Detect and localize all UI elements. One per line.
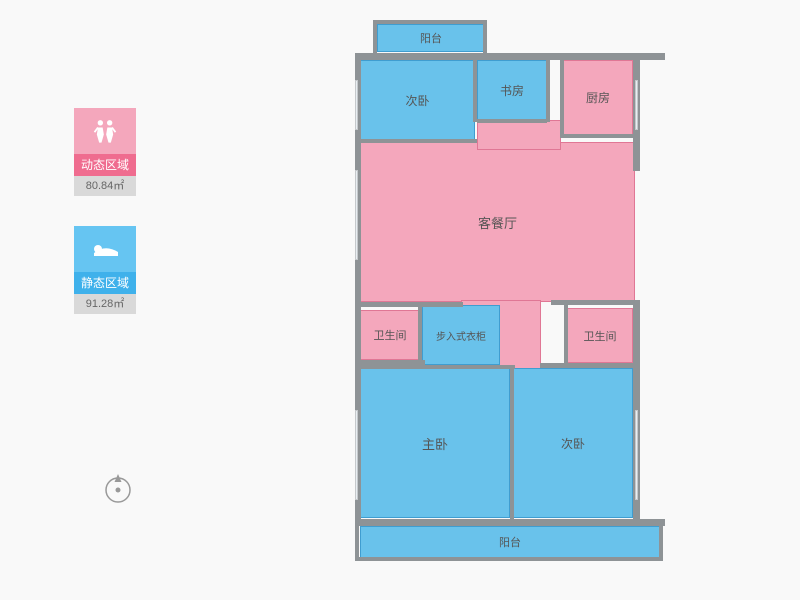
- floor-plan: 阳台次卧书房厨房客餐厅卫生间步入式衣柜卫生间主卧次卧阳台: [355, 20, 665, 575]
- room-closet: 步入式衣柜: [422, 305, 500, 365]
- room-label-master: 主卧: [422, 434, 448, 453]
- room-label-bath-2: 卫生间: [584, 328, 617, 344]
- room-label-study: 书房: [500, 82, 524, 99]
- legend-panel: 动态区域 80.84㎡ 静态区域 91.28㎡: [74, 108, 136, 344]
- room-label-kitchen: 厨房: [586, 89, 610, 106]
- legend-static-label: 静态区域: [74, 272, 136, 294]
- wall: [355, 53, 665, 60]
- wall: [355, 139, 477, 143]
- wall: [373, 20, 377, 53]
- wall: [540, 363, 635, 368]
- wall: [355, 365, 515, 369]
- compass-icon: [100, 470, 136, 509]
- wall: [355, 302, 463, 307]
- room-bedroom-2: 次卧: [360, 60, 475, 140]
- room-kitchen: 厨房: [563, 60, 633, 135]
- wall: [473, 60, 477, 122]
- room-label-living: 客餐厅: [478, 213, 517, 232]
- room-study: 书房: [477, 60, 547, 120]
- wall: [564, 305, 568, 365]
- window: [355, 80, 358, 130]
- wall: [355, 519, 665, 526]
- room-label-closet: 步入式衣柜: [436, 328, 486, 343]
- wall: [560, 60, 564, 138]
- wall: [355, 525, 359, 560]
- legend-static-value: 91.28㎡: [74, 294, 136, 314]
- wall: [418, 305, 422, 363]
- room-bath-2: 卫生间: [567, 308, 633, 363]
- wall: [477, 119, 547, 123]
- window: [635, 80, 638, 130]
- room-label-balcony-bot: 阳台: [499, 534, 521, 550]
- room-label-bedroom-2: 次卧: [405, 92, 429, 109]
- legend-dynamic: 动态区域 80.84㎡: [74, 108, 136, 196]
- wall: [659, 525, 663, 560]
- legend-dynamic-label: 动态区域: [74, 154, 136, 176]
- room-bath-1: 卫生间: [360, 310, 420, 360]
- room-balcony-top: 阳台: [377, 24, 485, 52]
- static-sleep-icon: [74, 226, 136, 272]
- room-label-bedroom-3: 次卧: [561, 435, 585, 452]
- window: [355, 170, 358, 260]
- room-balcony-bot: 阳台: [360, 526, 660, 558]
- wall: [483, 20, 487, 53]
- room-label-bath-1: 卫生间: [374, 327, 407, 343]
- window: [355, 410, 358, 500]
- room-label-balcony-top: 阳台: [420, 30, 442, 46]
- legend-static: 静态区域 91.28㎡: [74, 226, 136, 314]
- room-master: 主卧: [360, 368, 510, 518]
- wall: [510, 368, 514, 520]
- room-bedroom-3: 次卧: [513, 368, 633, 518]
- room-living: 客餐厅: [360, 142, 635, 302]
- legend-dynamic-value: 80.84㎡: [74, 176, 136, 196]
- wall: [373, 20, 487, 24]
- wall: [546, 60, 550, 122]
- dynamic-people-icon: [74, 108, 136, 154]
- window: [635, 410, 638, 500]
- wall: [560, 134, 636, 138]
- room-living-neck: [477, 120, 561, 150]
- wall: [355, 557, 663, 561]
